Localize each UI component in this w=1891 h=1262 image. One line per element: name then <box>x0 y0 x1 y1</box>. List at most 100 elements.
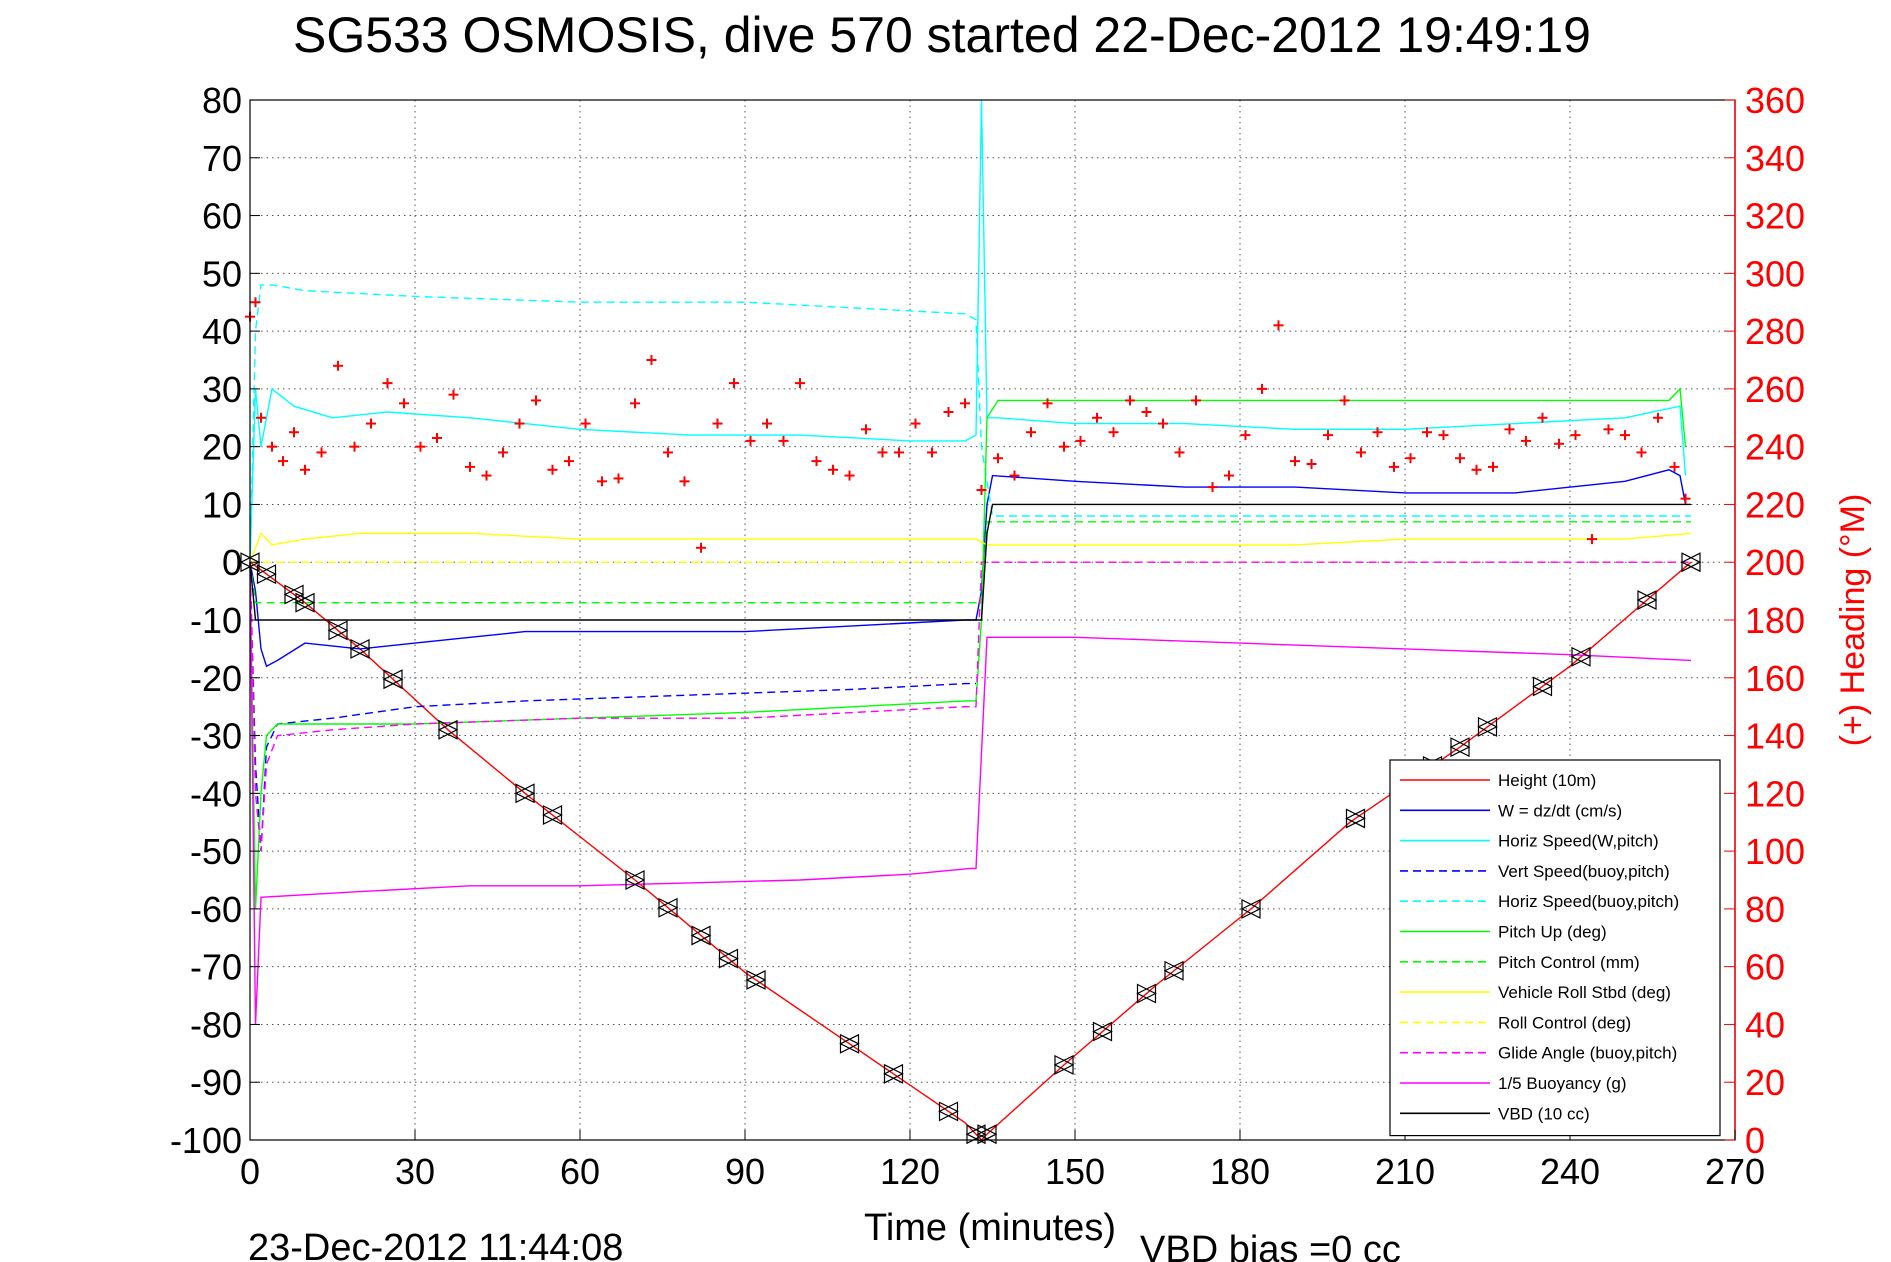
heading-point <box>289 427 299 438</box>
heading-point <box>432 433 442 443</box>
y-tick-label: -50 <box>190 831 242 872</box>
heading-point <box>861 424 871 435</box>
heading-point <box>1471 464 1482 475</box>
x-tick-label: 180 <box>1210 1151 1270 1192</box>
right-tick-label: 60 <box>1745 947 1785 988</box>
height-marker <box>839 1033 860 1054</box>
legend-item: Vert Speed(buoy,pitch) <box>1400 862 1670 881</box>
heading-point <box>795 378 805 389</box>
heading-point <box>580 418 591 429</box>
heading-point <box>1026 427 1036 438</box>
heading-point <box>316 447 327 458</box>
heading-point <box>745 435 756 446</box>
right-axis-label: (+) Heading (°M) <box>1834 494 1872 747</box>
heading-point <box>514 418 525 429</box>
heading-point <box>1290 456 1300 467</box>
legend-item: Height (10m) <box>1400 771 1596 790</box>
heading-point <box>976 485 987 495</box>
height-marker <box>718 948 739 969</box>
series-pitch_up <box>249 387 1687 909</box>
height-marker <box>1636 590 1658 611</box>
height-marker <box>283 584 305 605</box>
heading-point <box>1405 453 1416 464</box>
y-tick-label: -90 <box>190 1062 242 1103</box>
heading-point <box>531 395 541 406</box>
heading-point <box>1653 412 1663 423</box>
right-tick-label: 320 <box>1745 196 1805 237</box>
heading-point <box>894 447 904 458</box>
heading-point <box>646 355 657 365</box>
right-tick-label: 120 <box>1745 773 1805 814</box>
heading-point <box>1257 383 1267 394</box>
heading-point <box>960 398 970 409</box>
height-marker <box>1449 737 1471 758</box>
y-tick-label: 10 <box>202 484 242 525</box>
height-marker <box>437 719 459 740</box>
heading-point <box>679 476 690 487</box>
heading-point <box>1059 441 1069 452</box>
legend-label: VBD (10 cc) <box>1498 1104 1590 1123</box>
x-tick-label: 90 <box>725 1151 765 1192</box>
legend-item: W = dz/dt (cm/s) <box>1400 801 1622 820</box>
legend-item: VBD (10 cc) <box>1400 1104 1590 1123</box>
heading-point <box>278 456 288 467</box>
legend-label: W = dz/dt (cm/s) <box>1498 801 1622 820</box>
series-layer <box>245 99 1692 1142</box>
vbd-bias-label: VBD bias =0 cc <box>1140 1229 1401 1262</box>
height-marker <box>965 1124 987 1145</box>
heading-point <box>696 542 706 553</box>
heading-point <box>1108 427 1119 438</box>
y-tick-label: 30 <box>202 369 242 410</box>
y-tick-label: -70 <box>190 947 242 988</box>
x-tick-label: 150 <box>1045 1151 1105 1192</box>
y-tick-label: -60 <box>190 889 242 930</box>
heading-point <box>613 473 624 484</box>
height-marker <box>327 620 349 641</box>
heading-point <box>415 441 426 452</box>
y-tick-label: 70 <box>202 138 242 179</box>
heading-point <box>1636 447 1647 458</box>
height-marker <box>542 805 563 825</box>
heading-point <box>1669 461 1680 472</box>
heading-point <box>399 398 409 409</box>
legend-label: Vehicle Roll Stbd (deg) <box>1498 983 1671 1002</box>
x-tick-label: 240 <box>1540 1151 1600 1192</box>
right-tick-label: 80 <box>1745 889 1785 930</box>
heading-point <box>564 456 574 467</box>
heading-point <box>1488 461 1498 472</box>
height-marker <box>624 870 646 890</box>
x-tick-label: 30 <box>395 1151 435 1192</box>
y-tick-label: -80 <box>190 1004 242 1045</box>
y-tick-label: 20 <box>202 427 242 468</box>
heading-point <box>1389 461 1399 472</box>
x-tick-label: 270 <box>1705 1151 1765 1192</box>
heading-point <box>630 398 640 409</box>
heading-point <box>762 418 772 429</box>
heading-point <box>1620 430 1630 441</box>
heading-point <box>877 447 888 458</box>
legend-label: Roll Control (deg) <box>1498 1013 1631 1032</box>
chart-title: SG533 OSMOSIS, dive 570 started 22-Dec-2… <box>293 7 1591 63</box>
height-marker <box>1136 983 1157 1004</box>
y-tick-label: -100 <box>170 1120 242 1161</box>
heading-point <box>382 378 393 389</box>
legend-item: Vehicle Roll Stbd (deg) <box>1400 983 1671 1002</box>
heading-point <box>1306 459 1317 469</box>
heading-point <box>1174 447 1185 458</box>
heading-point <box>448 389 459 400</box>
heading-point <box>1554 438 1564 449</box>
heading-point <box>256 412 266 423</box>
heading-point <box>1075 435 1086 446</box>
right-tick-label: 220 <box>1745 484 1805 525</box>
height-marker <box>1345 808 1366 829</box>
legend-item: Pitch Control (mm) <box>1400 953 1640 972</box>
heading-point <box>267 441 277 452</box>
height-marker <box>294 592 316 613</box>
height-marker <box>1092 1021 1113 1042</box>
height-marker <box>657 897 679 918</box>
right-tick-label: 100 <box>1745 831 1805 872</box>
legend-item: Pitch Up (deg) <box>1400 923 1607 942</box>
series-buoyancy <box>249 562 1692 1025</box>
right-tick-label: 340 <box>1745 138 1805 179</box>
